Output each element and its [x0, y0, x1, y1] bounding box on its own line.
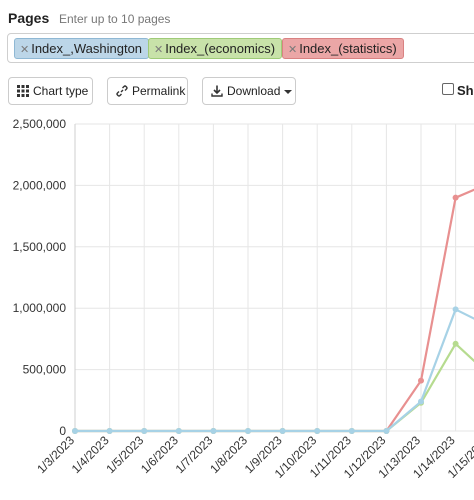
page-tag-washington[interactable]: ✕ Index_,Washington	[14, 38, 150, 59]
data-point	[245, 428, 251, 434]
y-tick-label: 0	[59, 424, 66, 438]
page-tag-label: Index_,Washington	[31, 41, 143, 56]
pages-title: Pages	[8, 10, 50, 26]
chart-type-label: Chart type	[33, 84, 89, 98]
download-label: Download	[227, 84, 281, 98]
y-tick-label: 2,500,000	[13, 117, 67, 131]
chevron-down-icon	[284, 89, 293, 94]
permalink-label: Permalink	[132, 84, 186, 98]
pages-hint: Enter up to 10 pages	[59, 12, 171, 26]
data-point	[314, 428, 321, 434]
page-tag-label: Index_(economics)	[165, 41, 276, 56]
page-tag-label: Index_(statistics)	[299, 41, 397, 56]
data-point	[452, 340, 459, 347]
data-point	[418, 398, 424, 405]
data-point	[106, 428, 113, 434]
data-point	[348, 428, 355, 434]
y-tick-label: 2,000,000	[13, 178, 67, 192]
data-point	[418, 377, 424, 384]
data-point	[175, 428, 182, 434]
data-point	[210, 428, 217, 434]
data-point	[383, 428, 390, 434]
remove-tag-icon[interactable]: ✕	[154, 44, 164, 56]
pageviews-line-chart: 0 500,000 1,000,000 1,500,000 2,000,000 2,500…	[13, 117, 474, 481]
series-line	[75, 342, 474, 433]
remove-tag-icon[interactable]: ✕	[288, 44, 298, 56]
permalink-button[interactable]: Permalink	[107, 77, 188, 105]
y-tick-label: 500,000	[23, 363, 67, 377]
y-tick-label: 1,000,000	[13, 301, 67, 315]
data-point	[279, 428, 286, 434]
series-line	[75, 308, 474, 433]
download-button[interactable]: Download	[202, 77, 296, 105]
chart-type-button[interactable]: Chart type	[8, 77, 93, 105]
y-tick-label: 1,500,000	[13, 240, 67, 254]
data-point	[72, 428, 78, 434]
download-icon	[211, 85, 223, 97]
link-icon	[116, 85, 128, 97]
data-point	[141, 428, 148, 434]
data-point	[452, 194, 459, 201]
grid-icon	[17, 84, 29, 97]
page-tag-economics[interactable]: ✕ Index_(economics)	[148, 38, 283, 59]
data-point	[452, 306, 459, 313]
series-line	[75, 188, 474, 433]
show-checkbox-label: Sh	[457, 83, 474, 98]
remove-tag-icon[interactable]: ✕	[20, 44, 30, 56]
page-tag-statistics[interactable]: ✕ Index_(statistics)	[282, 38, 404, 59]
pages-tag-input[interactable]: ✕ Index_,Washington ✕ Index_(economics) ✕ I…	[7, 33, 474, 63]
show-checkbox[interactable]	[442, 83, 454, 95]
